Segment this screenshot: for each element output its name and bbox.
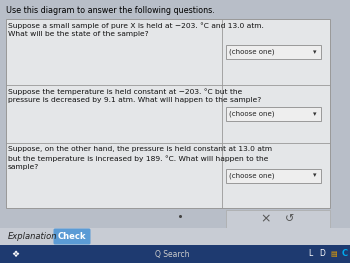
Bar: [226, 107, 321, 121]
Bar: [0, 245, 350, 263]
Text: Suppose, on the other hand, the pressure is held constant at 13.0 atm
but the te: Suppose, on the other hand, the pressure…: [8, 146, 272, 170]
Text: Suppose the temperature is held constant at −203. °C but the
pressure is decreas: Suppose the temperature is held constant…: [8, 88, 261, 103]
Text: ❖: ❖: [11, 250, 19, 259]
FancyBboxPatch shape: [54, 229, 91, 245]
Text: Explanation: Explanation: [8, 232, 57, 241]
Bar: [6, 19, 330, 208]
Text: L: L: [308, 250, 312, 259]
Text: Q Search: Q Search: [155, 250, 189, 259]
Text: (choose one): (choose one): [229, 172, 274, 179]
Text: ↺: ↺: [285, 214, 295, 224]
Text: (choose one): (choose one): [229, 111, 274, 117]
Text: (choose one): (choose one): [229, 49, 274, 55]
Bar: [0, 228, 350, 245]
Bar: [226, 45, 321, 59]
Text: C: C: [342, 250, 348, 259]
Text: ×: ×: [261, 213, 271, 225]
Text: ▾: ▾: [313, 111, 317, 117]
Text: ▾: ▾: [313, 49, 317, 55]
Text: D: D: [319, 250, 325, 259]
Text: Suppose a small sample of pure X is held at −203. °C and 13.0 atm.
What will be : Suppose a small sample of pure X is held…: [8, 22, 264, 37]
Text: Use this diagram to answer the following questions.: Use this diagram to answer the following…: [6, 6, 215, 15]
Text: Check: Check: [58, 232, 86, 241]
Bar: [226, 169, 321, 183]
Text: ▾: ▾: [313, 173, 317, 179]
Text: ▤: ▤: [331, 251, 337, 257]
Bar: [226, 210, 330, 228]
